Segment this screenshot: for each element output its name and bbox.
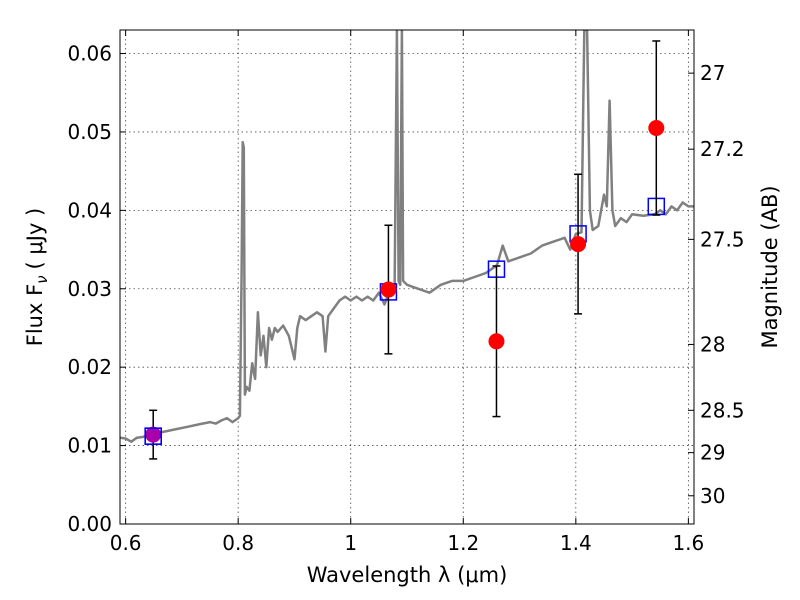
x-tick-label: 1.6 bbox=[672, 531, 704, 555]
plot-frame bbox=[119, 29, 695, 525]
observed-point bbox=[488, 333, 505, 350]
y-tick-label: 0.03 bbox=[67, 277, 112, 301]
y-axis-title-main: Flux F bbox=[23, 284, 47, 346]
y-axis-title-unit: ( μJy ) bbox=[23, 208, 47, 270]
observed-point bbox=[648, 120, 665, 137]
observed-point bbox=[570, 236, 587, 253]
y-tick-label: 0.02 bbox=[67, 355, 112, 379]
x-tick-label: 1 bbox=[344, 531, 357, 555]
y2-tick-label: 27.5 bbox=[700, 227, 745, 251]
x-tick-label: 0.8 bbox=[222, 531, 254, 555]
observed-point bbox=[380, 281, 397, 298]
x-tick-label: 0.6 bbox=[110, 531, 142, 555]
y2-tick-label: 28.5 bbox=[700, 398, 745, 422]
x-tick-label: 1.4 bbox=[560, 531, 592, 555]
spectrum-line bbox=[120, 30, 694, 443]
axes: 0.6 0.8 1 1.2 1.4 1.6 0.00 0.01 0.02 0.03 0.04 0.05… bbox=[67, 30, 745, 555]
y2-tick-label: 30 bbox=[700, 484, 725, 508]
y2-tick-label: 28 bbox=[700, 332, 725, 356]
y-tick-label: 0.05 bbox=[67, 120, 112, 144]
y-tick-label: 0.04 bbox=[67, 198, 112, 222]
y2-tick-label: 29 bbox=[700, 441, 725, 465]
x-axis-title: Wavelength λ (μm) bbox=[307, 563, 508, 587]
y-tick-label: 0.06 bbox=[67, 42, 112, 66]
y2-tick-label: 27 bbox=[700, 61, 725, 85]
y-axis-title-subscript: ν bbox=[33, 275, 51, 283]
plot-area bbox=[120, 30, 694, 460]
secondary-y-axis-title: Magnitude (AB) bbox=[758, 185, 782, 348]
y-axis-title: Flux Fν ( μJy ) bbox=[23, 208, 51, 347]
observed-point bbox=[145, 426, 162, 443]
y2-tick-label: 27.2 bbox=[700, 137, 745, 161]
y-tick-label: 0.01 bbox=[67, 434, 112, 458]
x-tick-label: 1.2 bbox=[447, 531, 479, 555]
y-tick-label: 0.00 bbox=[67, 512, 112, 536]
model-square-marker-overlay bbox=[144, 427, 162, 445]
